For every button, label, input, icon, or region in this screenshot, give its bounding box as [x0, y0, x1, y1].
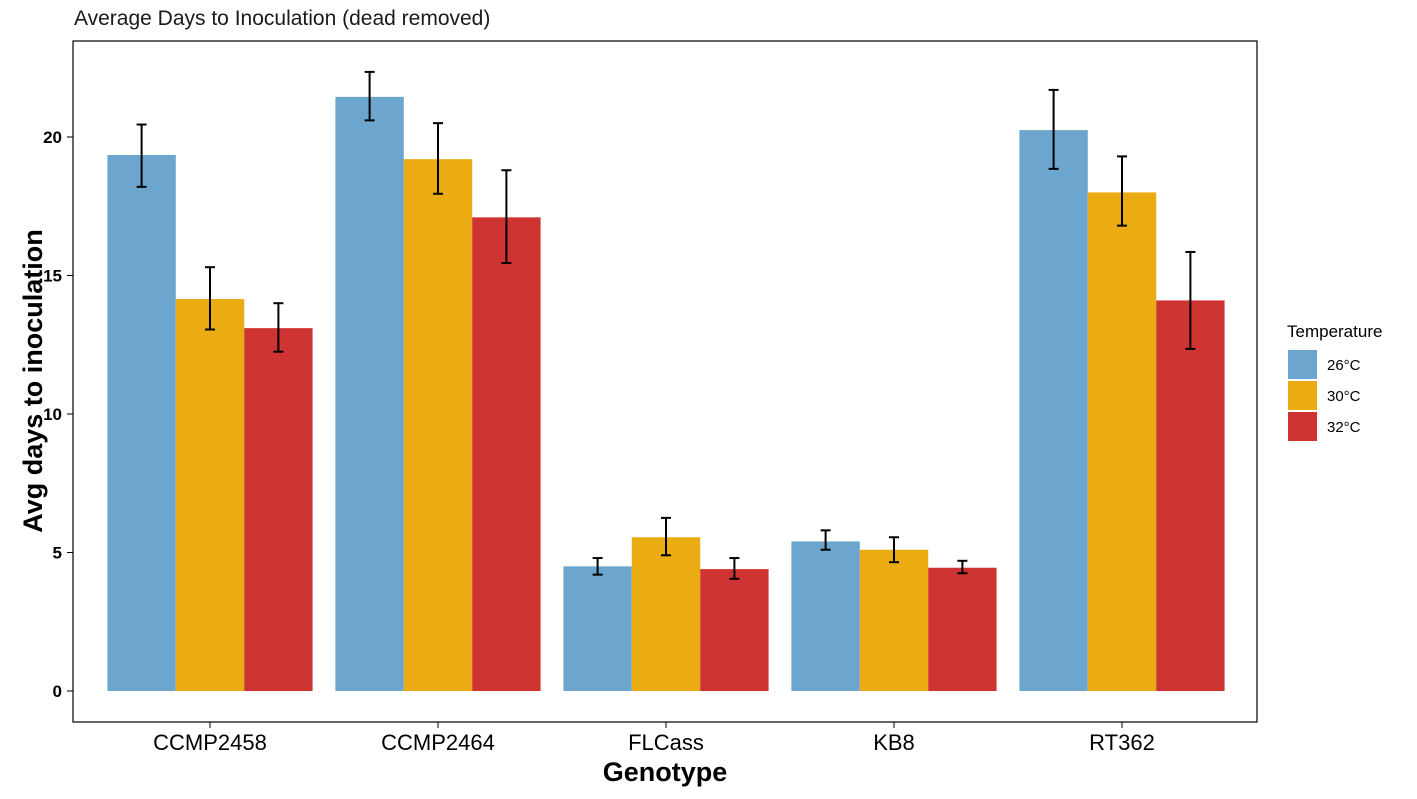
bar-RT362-30°C	[1087, 192, 1157, 691]
error-bar	[729, 557, 740, 580]
x-axis-ticks: CCMP2458 CCMP2464 FLCass KB8 RT362	[153, 722, 1155, 755]
bar-RT362-26°C	[1019, 130, 1088, 691]
error-bar	[1185, 250, 1196, 350]
bar-KB8-30°C	[859, 549, 929, 691]
y-axis-ticks: 0 5 10 15 20	[43, 128, 73, 701]
plot-panel-border	[72, 40, 1258, 723]
y-tick-label: 10	[43, 405, 62, 424]
error-bar	[592, 557, 603, 576]
y-tick-label: 0	[53, 682, 62, 701]
legend-key-30°C	[1288, 381, 1317, 410]
error-bar	[889, 536, 899, 564]
x-tick-label: RT362	[1089, 730, 1155, 755]
bar-FLCass-26°C	[563, 566, 632, 691]
error-bar	[273, 302, 284, 353]
y-tick-label: 15	[43, 267, 62, 286]
x-tick-label: FLCass	[628, 730, 704, 755]
error-bar	[136, 123, 147, 188]
error-bar	[364, 70, 375, 122]
bar-CCMP2464-30°C	[403, 159, 473, 691]
legend: Temperature 26°C 30°C 32°C	[1287, 322, 1382, 441]
y-tick-label: 5	[53, 544, 62, 563]
error-bar	[205, 266, 215, 331]
bar-CCMP2458-26°C	[107, 155, 176, 691]
bar-FLCass-32°C	[700, 569, 769, 691]
error-bar	[433, 122, 443, 195]
error-bar	[661, 516, 671, 557]
y-axis-title: Avg days to inoculation	[18, 229, 48, 533]
bar-CCMP2458-32°C	[244, 328, 313, 691]
bar-CCMP2464-26°C	[335, 96, 404, 692]
legend-label: 32°C	[1327, 419, 1361, 436]
legend-title: Temperature	[1287, 322, 1382, 341]
chart-title: Average Days to Inoculation (dead remove…	[74, 7, 490, 30]
bar-KB8-32°C	[928, 567, 997, 691]
x-tick-label: CCMP2458	[153, 730, 267, 755]
bar-CCMP2464-32°C	[472, 217, 541, 691]
x-tick-label: CCMP2464	[381, 730, 495, 755]
y-tick-label: 20	[43, 128, 62, 147]
error-bar	[820, 529, 831, 551]
error-bar	[957, 559, 968, 575]
bar-CCMP2458-30°C	[175, 299, 245, 691]
x-axis-title: Genotype	[603, 757, 728, 787]
legend-key-26°C	[1288, 350, 1317, 379]
bar-KB8-26°C	[791, 541, 860, 691]
legend-label: 30°C	[1327, 388, 1361, 405]
bar-RT362-32°C	[1156, 300, 1225, 691]
plot-marks	[107, 70, 1225, 692]
error-bar	[501, 169, 512, 265]
error-bar	[1048, 88, 1059, 170]
error-bar	[1117, 155, 1127, 227]
bar-FLCass-30°C	[631, 537, 701, 691]
legend-key-32°C	[1288, 412, 1317, 441]
legend-label: 26°C	[1327, 357, 1361, 374]
x-tick-label: KB8	[873, 730, 915, 755]
